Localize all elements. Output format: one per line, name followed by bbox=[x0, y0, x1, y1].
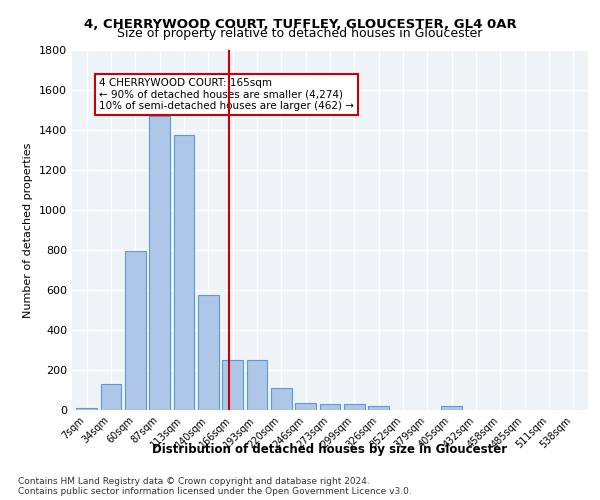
Text: Distribution of detached houses by size in Gloucester: Distribution of detached houses by size … bbox=[152, 442, 508, 456]
Bar bbox=[271, 388, 292, 410]
Bar bbox=[442, 406, 462, 410]
Text: Size of property relative to detached houses in Gloucester: Size of property relative to detached ho… bbox=[118, 28, 482, 40]
Bar bbox=[149, 116, 170, 410]
Text: 4, CHERRYWOOD COURT, TUFFLEY, GLOUCESTER, GL4 0AR: 4, CHERRYWOOD COURT, TUFFLEY, GLOUCESTER… bbox=[83, 18, 517, 30]
Text: Contains public sector information licensed under the Open Government Licence v3: Contains public sector information licen… bbox=[18, 488, 412, 496]
Bar bbox=[295, 403, 316, 410]
Bar bbox=[320, 404, 340, 410]
Bar bbox=[198, 295, 218, 410]
Text: 4 CHERRYWOOD COURT: 165sqm
← 90% of detached houses are smaller (4,274)
10% of s: 4 CHERRYWOOD COURT: 165sqm ← 90% of deta… bbox=[99, 78, 354, 111]
Bar bbox=[101, 384, 121, 410]
Bar bbox=[76, 408, 97, 410]
Bar bbox=[125, 251, 146, 410]
Bar bbox=[247, 360, 268, 410]
Bar bbox=[173, 135, 194, 410]
Bar bbox=[368, 406, 389, 410]
Bar bbox=[222, 360, 243, 410]
Text: Contains HM Land Registry data © Crown copyright and database right 2024.: Contains HM Land Registry data © Crown c… bbox=[18, 478, 370, 486]
Bar bbox=[344, 404, 365, 410]
Y-axis label: Number of detached properties: Number of detached properties bbox=[23, 142, 34, 318]
